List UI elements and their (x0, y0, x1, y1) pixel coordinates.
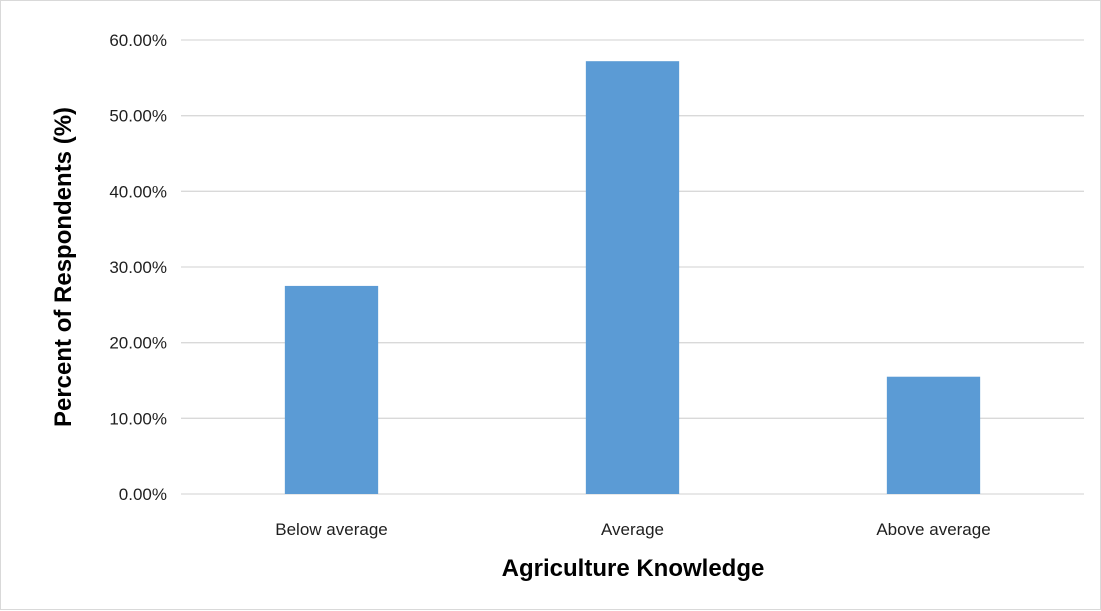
x-tick-label: Above average (876, 520, 990, 539)
y-tick-label: 0.00% (119, 485, 167, 504)
y-axis-ticks: 0.00% 10.00% 20.00% 30.00% 40.00% 50.00% 60.00… (109, 31, 167, 504)
y-axis-title: Percent of Respondents (%) (50, 107, 77, 427)
bar-below-average (284, 285, 379, 494)
bar-above-average (886, 376, 981, 494)
y-tick-label: 50.00% (109, 107, 167, 126)
x-axis-title: Agriculture Knowledge (502, 555, 765, 582)
bar-average (585, 61, 680, 494)
y-tick-label: 60.00% (109, 31, 167, 50)
y-tick-label: 40.00% (109, 182, 167, 201)
x-tick-label: Average (601, 520, 664, 539)
x-axis-ticks: Below average Average Above average (275, 520, 990, 539)
bars (284, 61, 981, 494)
y-tick-label: 30.00% (109, 258, 167, 277)
y-tick-label: 20.00% (109, 334, 167, 353)
x-tick-label: Below average (275, 520, 387, 539)
y-tick-label: 10.00% (109, 409, 167, 428)
